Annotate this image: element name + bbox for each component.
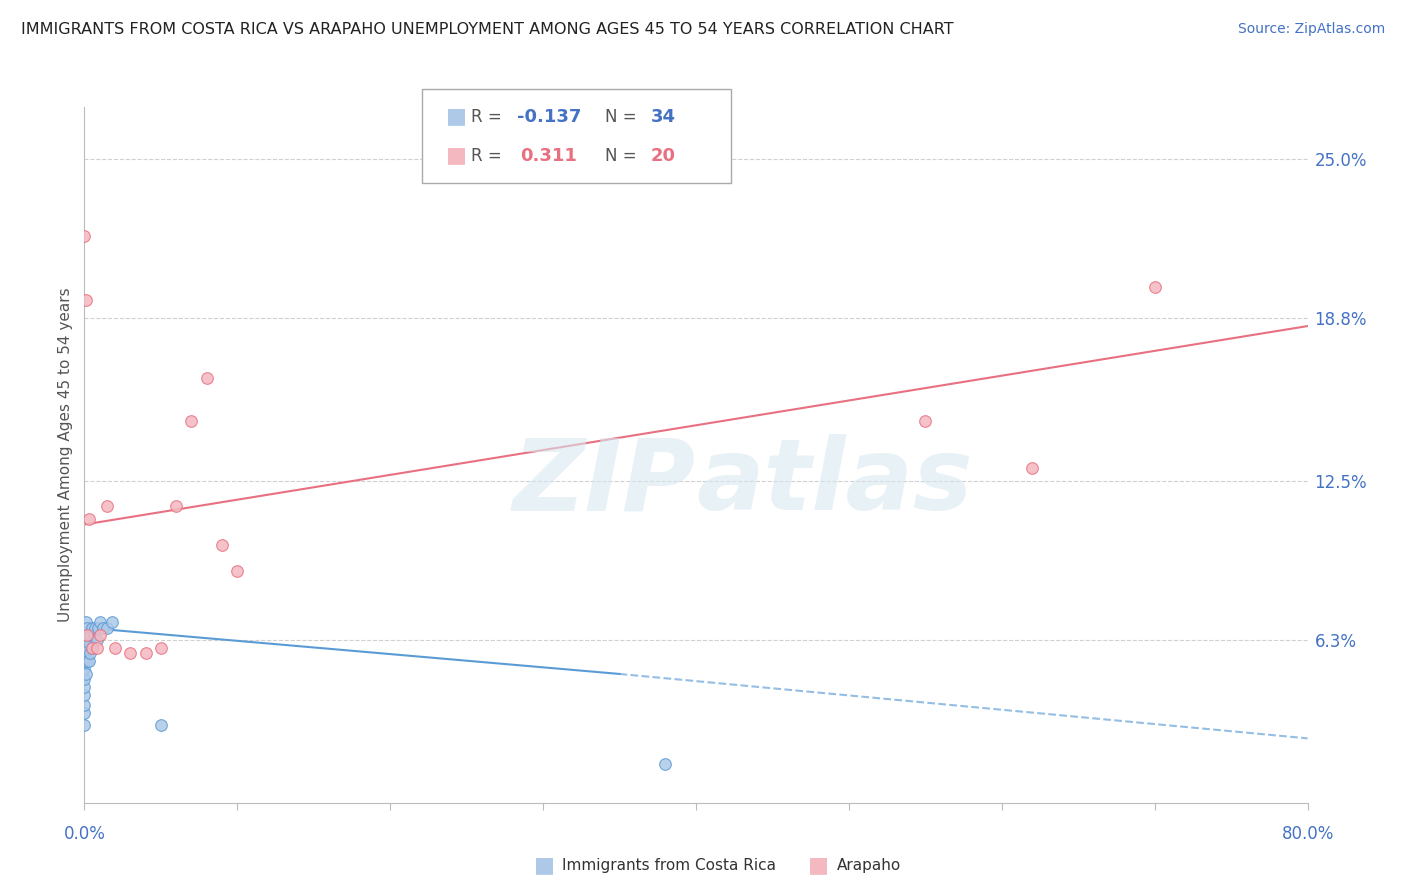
- Point: [75, 667, 97, 681]
- Point: [75, 646, 97, 660]
- Point: [73, 698, 96, 712]
- Point: [73, 633, 96, 648]
- Point: [86, 633, 108, 648]
- Point: [77, 654, 100, 668]
- Point: [76, 641, 98, 656]
- Point: [76, 654, 98, 668]
- Point: [226, 564, 249, 578]
- Text: atlas: atlas: [696, 434, 973, 532]
- Point: [77, 512, 100, 526]
- Point: [79, 646, 101, 660]
- Point: [91, 621, 114, 635]
- Point: [101, 615, 124, 630]
- Point: [89, 615, 111, 630]
- Text: Immigrants from Costa Rica: Immigrants from Costa Rica: [562, 858, 776, 872]
- Point: [165, 500, 187, 514]
- Text: ■: ■: [534, 855, 555, 875]
- Point: [83, 628, 105, 642]
- Point: [654, 757, 676, 772]
- Point: [73, 718, 96, 732]
- Point: [73, 672, 96, 686]
- Point: [73, 706, 96, 720]
- Text: N =: N =: [605, 108, 641, 126]
- Point: [149, 718, 172, 732]
- Point: [75, 615, 97, 630]
- Text: R =: R =: [471, 108, 508, 126]
- Point: [73, 654, 96, 668]
- Text: R =: R =: [471, 146, 508, 164]
- Text: Arapaho: Arapaho: [837, 858, 901, 872]
- Point: [80, 641, 103, 656]
- Text: 0.0%: 0.0%: [63, 825, 105, 843]
- Text: ■: ■: [446, 145, 467, 166]
- Point: [73, 646, 96, 660]
- Point: [80, 621, 103, 635]
- Point: [195, 370, 218, 384]
- Point: [76, 621, 98, 635]
- Y-axis label: Unemployment Among Ages 45 to 54 years: Unemployment Among Ages 45 to 54 years: [58, 287, 73, 623]
- Point: [84, 621, 107, 635]
- Point: [73, 680, 96, 694]
- Point: [149, 641, 172, 656]
- Text: N =: N =: [605, 146, 641, 164]
- Point: [79, 628, 101, 642]
- Point: [87, 621, 110, 635]
- Point: [73, 662, 96, 676]
- Point: [1143, 280, 1166, 294]
- Text: -0.137: -0.137: [517, 108, 582, 126]
- Text: 80.0%: 80.0%: [1281, 825, 1334, 843]
- Point: [180, 414, 202, 428]
- Point: [75, 628, 97, 642]
- Point: [73, 228, 96, 243]
- Point: [89, 628, 111, 642]
- Text: ZIP: ZIP: [513, 434, 696, 532]
- Point: [73, 688, 96, 702]
- Point: [120, 646, 142, 660]
- Point: [914, 414, 936, 428]
- Point: [135, 646, 157, 660]
- Point: [96, 500, 118, 514]
- Text: Source: ZipAtlas.com: Source: ZipAtlas.com: [1237, 22, 1385, 37]
- Point: [73, 641, 96, 656]
- Text: 0.311: 0.311: [520, 146, 576, 164]
- Text: 34: 34: [651, 108, 676, 126]
- Point: [211, 538, 233, 552]
- Point: [77, 636, 100, 650]
- Point: [1021, 460, 1043, 475]
- Point: [75, 293, 97, 308]
- Point: [80, 641, 103, 656]
- Text: 20: 20: [651, 146, 676, 164]
- Point: [96, 621, 118, 635]
- Text: IMMIGRANTS FROM COSTA RICA VS ARAPAHO UNEMPLOYMENT AMONG AGES 45 TO 54 YEARS COR: IMMIGRANTS FROM COSTA RICA VS ARAPAHO UN…: [21, 22, 953, 37]
- Point: [76, 628, 98, 642]
- Point: [86, 641, 108, 656]
- Text: ■: ■: [446, 106, 467, 127]
- Text: ■: ■: [808, 855, 830, 875]
- Point: [104, 641, 127, 656]
